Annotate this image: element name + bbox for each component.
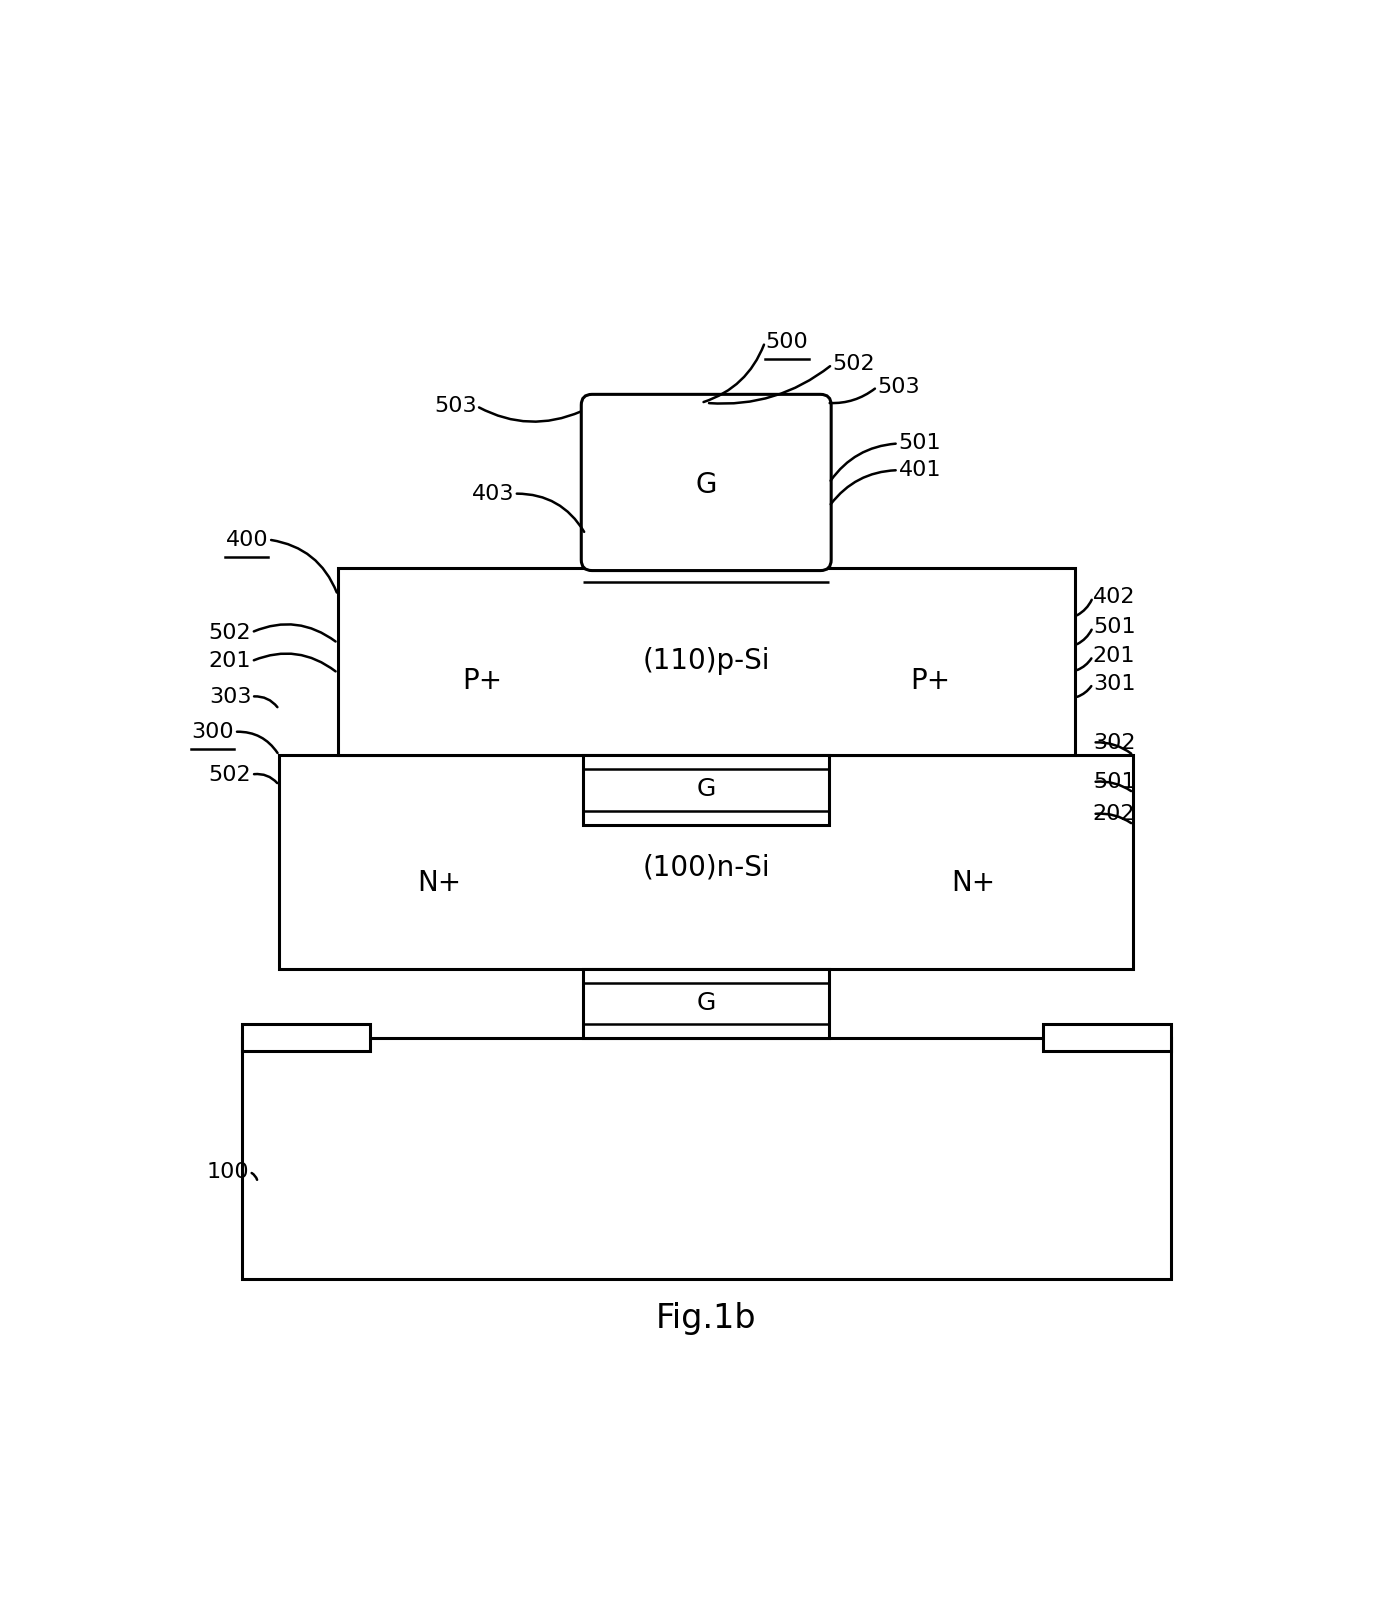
Bar: [278, 756, 1134, 969]
Text: G: G: [697, 991, 715, 1016]
Bar: [583, 756, 830, 825]
Text: P+: P+: [462, 667, 502, 695]
Text: 301: 301: [1093, 674, 1135, 693]
Bar: [338, 569, 1075, 756]
Text: 503: 503: [878, 377, 919, 397]
Text: 500: 500: [765, 332, 808, 351]
Text: 303: 303: [209, 687, 251, 706]
Text: 503: 503: [434, 397, 477, 416]
Bar: [241, 1025, 369, 1051]
Text: 502: 502: [832, 355, 875, 374]
Text: 300: 300: [192, 722, 234, 742]
Text: G: G: [696, 471, 717, 500]
Text: P+: P+: [911, 667, 951, 695]
FancyBboxPatch shape: [582, 395, 831, 571]
Text: 202: 202: [1093, 804, 1135, 824]
Text: 100: 100: [207, 1162, 249, 1182]
Bar: [583, 969, 830, 1038]
Text: 501: 501: [898, 434, 941, 453]
Text: (100)n-Si: (100)n-Si: [642, 853, 770, 882]
Text: 502: 502: [208, 622, 251, 643]
Text: N+: N+: [418, 869, 462, 898]
Text: 501: 501: [1093, 617, 1135, 637]
Text: (110)p-Si: (110)p-Si: [642, 648, 770, 675]
Bar: [1043, 1025, 1171, 1051]
Text: 401: 401: [898, 459, 941, 480]
Text: 501: 501: [1093, 772, 1135, 791]
Text: 402: 402: [1093, 587, 1135, 608]
Text: 403: 403: [471, 484, 514, 503]
Text: 201: 201: [1093, 646, 1135, 666]
Text: 400: 400: [226, 530, 269, 550]
Bar: [241, 1038, 1171, 1278]
Text: Fig.1b: Fig.1b: [656, 1301, 757, 1335]
Text: 502: 502: [208, 764, 251, 785]
Text: N+: N+: [951, 869, 995, 898]
Text: G: G: [697, 777, 715, 801]
Text: 302: 302: [1093, 732, 1135, 753]
Text: 201: 201: [209, 651, 251, 671]
